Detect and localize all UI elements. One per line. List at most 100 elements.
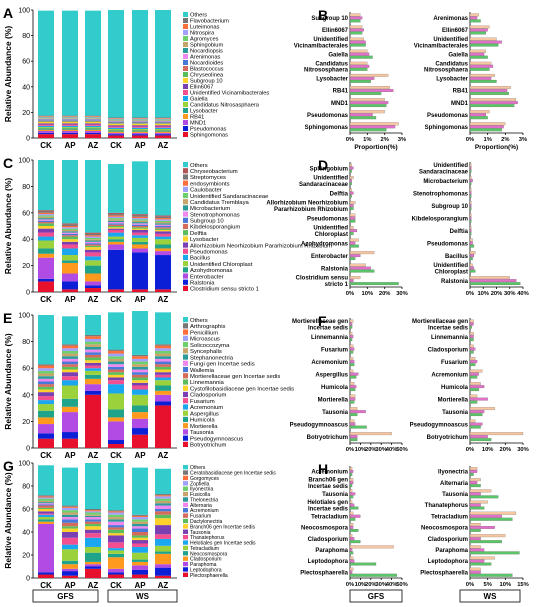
sample-label: AP bbox=[64, 295, 76, 304]
bar-segment bbox=[155, 312, 171, 345]
bar bbox=[469, 25, 490, 29]
bar-segment bbox=[155, 130, 171, 132]
bar-segment bbox=[85, 249, 101, 253]
bar-segment bbox=[108, 134, 124, 136]
bar-segment bbox=[62, 571, 78, 576]
bar-segment bbox=[155, 119, 171, 121]
bar-segment bbox=[85, 241, 101, 244]
bar-segment bbox=[132, 118, 148, 119]
legend-swatch bbox=[183, 18, 188, 23]
bar-segment bbox=[132, 126, 148, 128]
bar-segment bbox=[132, 412, 148, 419]
legend-label: Neocosmospora bbox=[190, 551, 227, 557]
bar bbox=[349, 357, 354, 361]
sample-label: AP bbox=[134, 581, 146, 590]
bar-segment bbox=[38, 384, 54, 387]
bar-segment bbox=[108, 557, 124, 569]
legend-swatch bbox=[183, 561, 188, 567]
bar bbox=[469, 89, 508, 92]
bar-segment bbox=[85, 130, 101, 133]
bar-segment bbox=[62, 372, 78, 377]
legend-label: Nocardioides bbox=[190, 61, 223, 67]
legend-swatch bbox=[183, 329, 188, 335]
legend-swatch bbox=[183, 497, 188, 502]
bar-segment bbox=[85, 338, 101, 342]
bar bbox=[349, 263, 366, 267]
bar bbox=[469, 478, 481, 482]
sample-label: AZ bbox=[88, 141, 99, 150]
bar bbox=[469, 229, 472, 233]
bar-segment bbox=[38, 364, 54, 366]
bar bbox=[469, 40, 502, 44]
bar bbox=[349, 467, 353, 470]
bar-segment bbox=[155, 350, 171, 354]
bar bbox=[469, 338, 474, 342]
bar-segment bbox=[85, 10, 101, 116]
bar-segment bbox=[108, 511, 124, 513]
bar-segment bbox=[155, 494, 171, 496]
bar bbox=[469, 279, 517, 283]
bar bbox=[349, 49, 368, 53]
bar bbox=[349, 397, 356, 401]
bar bbox=[469, 116, 488, 120]
bar-segment bbox=[62, 522, 78, 527]
bar-segment bbox=[155, 122, 171, 123]
legend-swatch bbox=[183, 42, 188, 47]
bar-segment bbox=[132, 382, 148, 386]
taxon-label: Cladosporium bbox=[428, 347, 468, 353]
panel-letter: G bbox=[3, 458, 14, 474]
bar-segment bbox=[132, 252, 148, 290]
legend-label: Botryotrichum bbox=[190, 443, 227, 449]
bar-segment bbox=[62, 120, 78, 121]
bar-segment bbox=[108, 356, 124, 359]
bar-segment bbox=[85, 390, 101, 395]
y-tick-label: 60 bbox=[22, 59, 30, 66]
bar-segment bbox=[38, 116, 54, 117]
bar-segment bbox=[155, 224, 171, 226]
bar-segment bbox=[132, 517, 148, 520]
bar-segment bbox=[132, 389, 148, 395]
bar-segment bbox=[38, 424, 54, 434]
legend-label: Tausonia bbox=[190, 530, 211, 536]
taxon-label: Mortierella bbox=[318, 397, 349, 403]
legend-swatch bbox=[183, 545, 188, 551]
sample-label: CK bbox=[40, 141, 52, 150]
bar-segment bbox=[155, 405, 171, 448]
legend-label: Aspergillus bbox=[190, 411, 219, 417]
legend-label: Ilyonectria bbox=[190, 487, 213, 493]
bar bbox=[349, 52, 370, 56]
taxon-label: Cladosporium bbox=[308, 537, 348, 543]
bar bbox=[469, 534, 506, 538]
taxon-label: Cladosporium bbox=[428, 537, 468, 543]
bar-segment bbox=[155, 345, 171, 349]
bar-segment bbox=[62, 544, 78, 550]
bar bbox=[349, 545, 394, 549]
taxon-label: Nitrososphaera bbox=[304, 68, 349, 74]
bar-segment bbox=[155, 215, 171, 217]
legend-label: Chryseolinea bbox=[190, 73, 224, 79]
x-tick-label: 0% bbox=[346, 291, 354, 297]
bar-segment bbox=[155, 495, 171, 497]
bar-segment bbox=[38, 220, 54, 223]
bar-segment bbox=[155, 366, 171, 370]
bar-segment bbox=[85, 239, 101, 241]
taxon-label: Stenotrophomonas bbox=[413, 191, 469, 197]
bar-segment bbox=[62, 358, 78, 362]
bar bbox=[469, 207, 472, 211]
bar bbox=[469, 350, 474, 354]
legend-swatch bbox=[183, 556, 188, 561]
bar bbox=[349, 338, 353, 342]
taxon-label: Pseudomonas bbox=[427, 113, 469, 119]
y-tick-label: 100 bbox=[18, 313, 30, 320]
bar bbox=[469, 425, 481, 429]
legend-label: Tetracladium bbox=[190, 546, 219, 552]
bar bbox=[469, 163, 472, 167]
bar-segment bbox=[108, 135, 124, 138]
x-tick-label: 50% bbox=[396, 582, 408, 588]
legend-swatch bbox=[183, 279, 188, 285]
bar-segment bbox=[155, 118, 171, 119]
bar-segment bbox=[62, 119, 78, 121]
bar-segment bbox=[108, 358, 124, 362]
bar-segment bbox=[85, 384, 101, 391]
legend-swatch bbox=[183, 360, 188, 366]
